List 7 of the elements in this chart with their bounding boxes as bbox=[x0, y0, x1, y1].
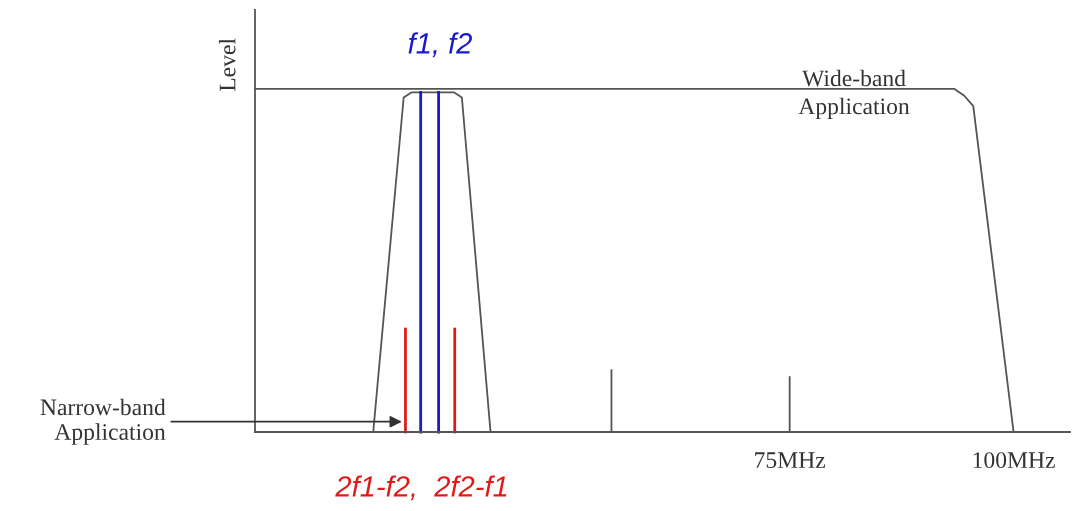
text: f1, f2 bbox=[408, 32, 473, 58]
annotation: Wide-band Application bbox=[798, 69, 910, 120]
x-tick-label: 75MHz bbox=[755, 452, 826, 469]
x-tick-label: 100MHz bbox=[973, 452, 1055, 469]
annotation: Narrow-band Application bbox=[40, 398, 166, 445]
text: 2f1-f2, 2f2-f1 bbox=[335, 475, 507, 501]
y-axis-title: Level bbox=[218, 38, 236, 92]
